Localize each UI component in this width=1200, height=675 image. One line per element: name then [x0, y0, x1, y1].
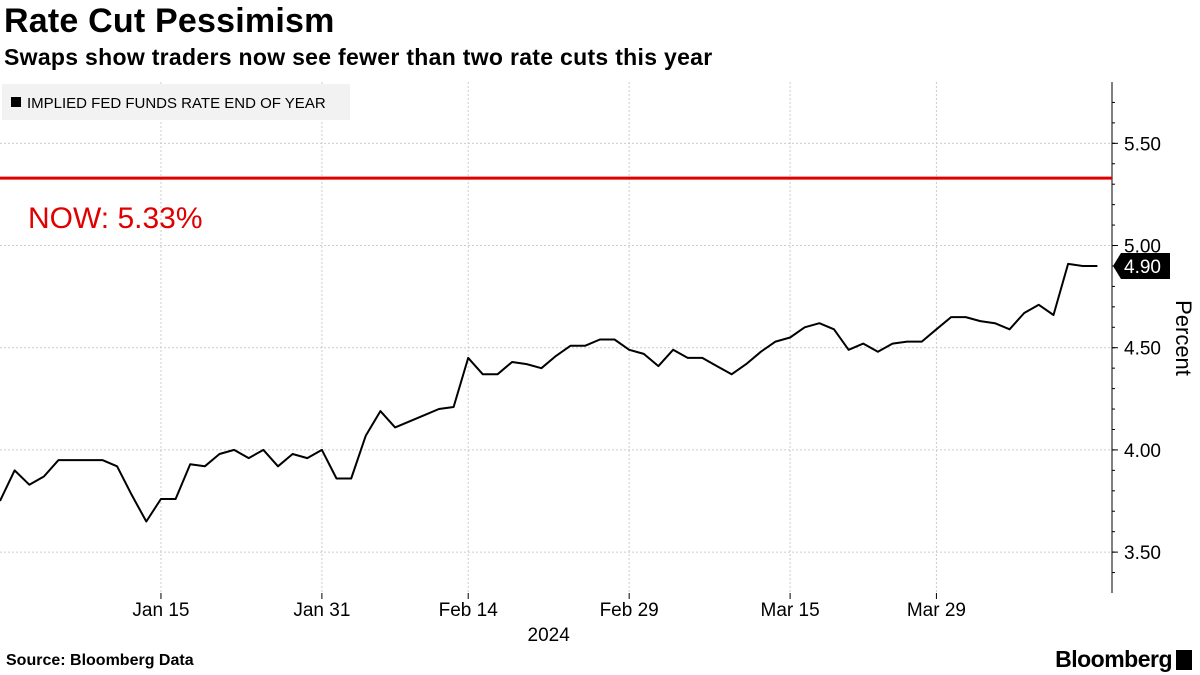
bloomberg-logo: Bloomberg — [1055, 646, 1192, 673]
reference-label: NOW: 5.33% — [28, 202, 203, 235]
chart-title: Rate Cut Pessimism — [4, 2, 335, 40]
legend-swatch — [11, 97, 21, 107]
terminal-icon — [1176, 649, 1192, 670]
x-tick-label: Jan 15 — [132, 600, 189, 621]
y-tick-label: 5.00 — [1124, 237, 1161, 258]
last-value-label: 4.90 — [1124, 257, 1161, 278]
x-axis-label: 2024 — [528, 625, 571, 646]
source-note: Source: Bloomberg Data — [6, 652, 194, 669]
series-line — [0, 262, 1098, 523]
y-tick-label: 4.50 — [1124, 339, 1161, 360]
x-tick-label: Mar 15 — [761, 600, 820, 621]
y-tick-label: 3.50 — [1124, 543, 1161, 564]
x-tick-label: Mar 29 — [907, 600, 966, 621]
x-tick-label: Feb 14 — [439, 600, 499, 621]
legend-label: IMPLIED FED FUNDS RATE END OF YEAR — [27, 95, 326, 112]
y-axis-title: Percent — [1171, 300, 1196, 376]
y-tick-label: 5.50 — [1124, 134, 1161, 155]
brand-name: Bloomberg — [1055, 646, 1172, 672]
x-tick-label: Jan 31 — [293, 600, 350, 621]
chart-subtitle: Swaps show traders now see fewer than tw… — [4, 44, 713, 70]
y-tick-label: 4.00 — [1124, 441, 1161, 462]
x-tick-label: Feb 29 — [600, 600, 659, 621]
last-value-badge — [1113, 252, 1170, 279]
legend-box — [2, 84, 350, 120]
